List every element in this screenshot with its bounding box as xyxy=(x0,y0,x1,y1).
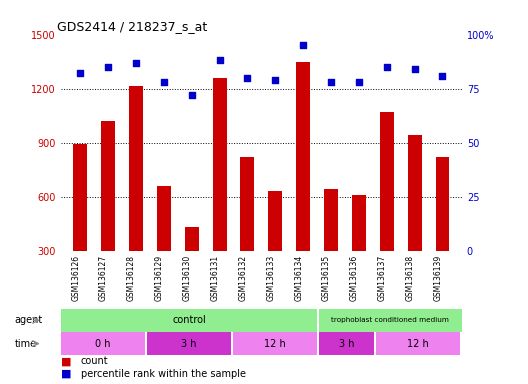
Bar xyxy=(352,195,366,250)
Text: GSM136134: GSM136134 xyxy=(294,255,303,301)
Text: agent: agent xyxy=(15,315,43,325)
Bar xyxy=(129,86,143,250)
Text: GDS2414 / 218237_s_at: GDS2414 / 218237_s_at xyxy=(56,20,207,33)
Text: ■: ■ xyxy=(61,356,71,366)
Bar xyxy=(380,112,394,250)
Bar xyxy=(376,332,460,355)
Text: time: time xyxy=(15,339,37,349)
Point xyxy=(438,73,447,79)
Text: 3 h: 3 h xyxy=(181,339,196,349)
Text: GSM136130: GSM136130 xyxy=(183,255,192,301)
Text: GSM136138: GSM136138 xyxy=(406,255,414,301)
Bar xyxy=(61,332,145,355)
Bar xyxy=(101,121,115,250)
Text: 12 h: 12 h xyxy=(264,339,286,349)
Point xyxy=(327,79,335,85)
Point xyxy=(187,92,196,98)
Point xyxy=(104,64,112,70)
Bar xyxy=(324,189,338,250)
Bar xyxy=(296,61,310,250)
Text: GSM136132: GSM136132 xyxy=(239,255,248,301)
Text: GSM136136: GSM136136 xyxy=(350,255,359,301)
Point xyxy=(215,57,224,63)
Point xyxy=(76,70,84,76)
Bar xyxy=(147,332,231,355)
Point xyxy=(132,60,140,66)
Bar xyxy=(213,78,227,250)
Bar xyxy=(319,309,462,332)
Bar xyxy=(185,227,199,250)
Text: GSM136128: GSM136128 xyxy=(127,255,136,301)
Bar xyxy=(436,157,449,250)
Text: GSM136133: GSM136133 xyxy=(266,255,275,301)
Text: GSM136129: GSM136129 xyxy=(155,255,164,301)
Point xyxy=(299,42,307,48)
Text: GSM136131: GSM136131 xyxy=(211,255,220,301)
Text: GSM136127: GSM136127 xyxy=(99,255,108,301)
Bar xyxy=(233,332,317,355)
Text: count: count xyxy=(81,356,108,366)
Bar xyxy=(319,332,374,355)
Point xyxy=(383,64,391,70)
Point xyxy=(159,79,168,85)
Text: GSM136135: GSM136135 xyxy=(322,255,331,301)
Text: 3 h: 3 h xyxy=(338,339,354,349)
Point xyxy=(243,74,252,81)
Point xyxy=(271,77,279,83)
Bar xyxy=(73,144,87,250)
Point xyxy=(355,79,363,85)
Text: GSM136137: GSM136137 xyxy=(378,255,387,301)
Text: 12 h: 12 h xyxy=(407,339,429,349)
Text: trophoblast conditioned medium: trophoblast conditioned medium xyxy=(332,317,449,323)
Bar xyxy=(157,186,171,250)
Text: ■: ■ xyxy=(61,369,71,379)
Text: control: control xyxy=(173,315,206,325)
Text: 0 h: 0 h xyxy=(95,339,110,349)
Bar xyxy=(61,309,317,332)
Text: percentile rank within the sample: percentile rank within the sample xyxy=(81,369,246,379)
Text: GSM136139: GSM136139 xyxy=(433,255,442,301)
Bar xyxy=(408,135,421,250)
Bar xyxy=(268,191,282,250)
Text: GSM136126: GSM136126 xyxy=(71,255,80,301)
Bar xyxy=(240,157,254,250)
Point xyxy=(410,66,419,72)
